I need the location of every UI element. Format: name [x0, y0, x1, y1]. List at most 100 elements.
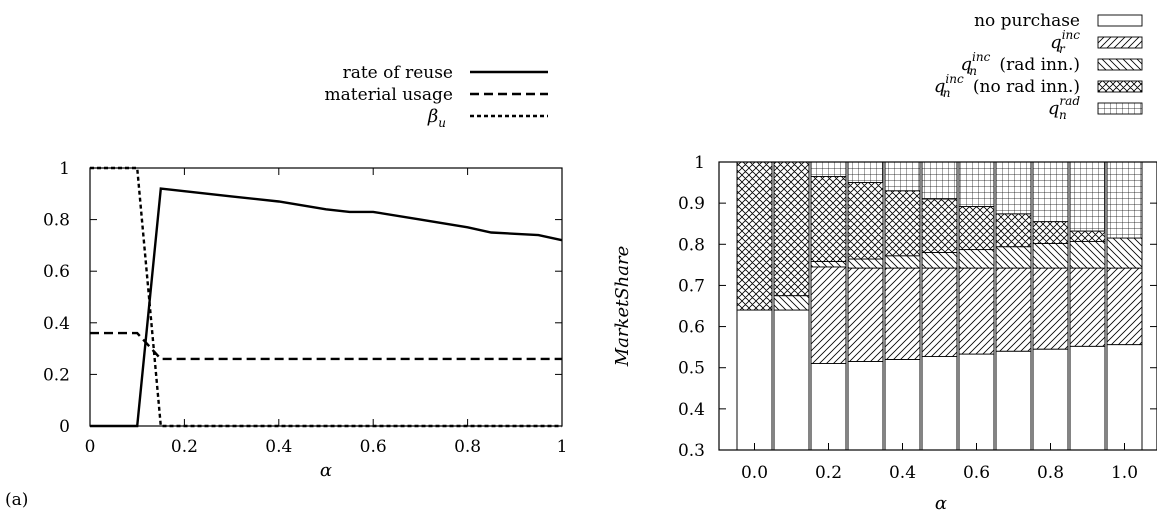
- bar-segment: [958, 206, 995, 251]
- y-tick-label: 0.3: [678, 441, 705, 461]
- bar-segment: [921, 252, 958, 269]
- legend-swatch: [1097, 36, 1143, 49]
- y-tick-label: 0.7: [678, 276, 705, 296]
- bar-segment: [958, 267, 995, 355]
- bar-segment: [995, 350, 1032, 451]
- bar-segment: [921, 198, 958, 253]
- bar-segment: [958, 161, 995, 207]
- bar-segment: [810, 363, 847, 451]
- bar-segment: [736, 161, 773, 311]
- bar-segment: [995, 213, 1032, 248]
- y-tick-label: 0.8: [43, 211, 70, 231]
- bar-segment: [1069, 267, 1106, 347]
- bar-segment: [921, 356, 958, 451]
- bar-segment: [1106, 161, 1143, 239]
- bar-segment: [921, 161, 958, 200]
- legend-label: qrad n: [1048, 94, 1080, 122]
- y-tick-label: 0.4: [678, 400, 705, 420]
- legend-label: βu: [427, 106, 446, 130]
- x-tick-label: 0.6: [360, 437, 387, 457]
- x-tick-label: 0.6: [963, 463, 990, 483]
- legend-swatch: [1097, 80, 1143, 93]
- y-tick-label: 0.5: [678, 359, 705, 379]
- y-tick-label: 0.6: [43, 262, 70, 282]
- y-tick-label: 1: [694, 153, 705, 173]
- bar-segment: [1032, 221, 1069, 244]
- y-tick-label: 0.6: [678, 318, 705, 338]
- bar-segment: [884, 359, 921, 451]
- legend-label: rate of reuse: [343, 63, 453, 83]
- legend-label: qinc n (no rad inn.): [934, 72, 1080, 100]
- panel-label: (a): [5, 490, 28, 510]
- y-tick-label: 1: [59, 159, 70, 179]
- bar-segment: [810, 175, 847, 262]
- bar-segment: [810, 261, 847, 268]
- series-line-dashed: [90, 331, 562, 361]
- bar-segment: [810, 266, 847, 364]
- x-tick-label: 0.8: [454, 437, 481, 457]
- bar-segment: [1069, 345, 1106, 451]
- bar-segment: [884, 161, 921, 192]
- line-chart-x-axis-label: α: [320, 460, 332, 481]
- x-tick-label: 0.8: [1037, 463, 1064, 483]
- bar-segment: [921, 267, 958, 358]
- bar-segment: [1106, 267, 1143, 346]
- bar-chart-x-axis-label: α: [935, 493, 947, 514]
- legend-label: qinc n (rad inn.): [960, 50, 1080, 78]
- y-tick-label: 0.9: [678, 194, 705, 214]
- x-tick-label: 0.4: [889, 463, 916, 483]
- x-tick-label: 0: [85, 437, 96, 457]
- bar-chart-frame: [718, 161, 1157, 451]
- bar-segment: [847, 258, 884, 269]
- x-tick-label: 0.2: [815, 463, 842, 483]
- legend-label: material usage: [325, 85, 453, 105]
- bar-segment: [1032, 161, 1069, 223]
- bar-chart-y-axis-label: MarketShare: [612, 246, 633, 367]
- bar-chart-axes: 0.3 0.4 0.5 0.6 0.7 0.8 0.9 1 0.0 0.2 0.4 0.6 0.8 1.0: [678, 153, 1157, 483]
- bar-segment: [810, 161, 847, 177]
- legend-swatch: [1097, 102, 1143, 115]
- y-tick-label: 0.2: [43, 365, 70, 385]
- legend-swatch: [1097, 14, 1143, 27]
- bar-segment: [1032, 348, 1069, 451]
- bar-segment: [958, 249, 995, 269]
- y-tick-label: 0: [59, 417, 70, 437]
- series-line-dotted: [90, 166, 562, 428]
- bar-segment: [773, 161, 810, 297]
- bar-chart-plot-area: [736, 161, 1143, 451]
- legend-label: qinc r: [1050, 28, 1080, 56]
- x-tick-label: 0.4: [265, 437, 292, 457]
- series-line-solid: [90, 187, 563, 428]
- legend-swatch: [1097, 58, 1143, 71]
- bar-segment: [958, 353, 995, 451]
- bar-segment: [1032, 267, 1069, 350]
- bar-segment: [995, 161, 1032, 215]
- bar-segment: [995, 267, 1032, 352]
- bar-segment: [1032, 243, 1069, 269]
- bar-segment: [847, 161, 884, 183]
- bar-segment: [847, 267, 884, 362]
- bar-segment: [773, 309, 810, 451]
- line-chart-plot-area: [90, 166, 563, 428]
- bar-segment: [995, 246, 1032, 269]
- legend-label: no purchase: [974, 11, 1080, 31]
- bar-segment: [1069, 161, 1106, 232]
- bar-segment: [1106, 237, 1143, 269]
- x-tick-label: 1: [557, 437, 568, 457]
- x-tick-label: 0.0: [741, 463, 768, 483]
- bar-segment: [736, 309, 773, 451]
- bar-segment: [847, 361, 884, 451]
- y-tick-label: 0.8: [678, 235, 705, 255]
- bar-segment: [1069, 241, 1106, 269]
- bar-segment: [773, 295, 810, 311]
- bar-segment: [884, 190, 921, 257]
- y-tick-label: 0.4: [43, 314, 70, 334]
- bar-segment: [1106, 344, 1143, 451]
- x-tick-label: 0.2: [171, 437, 198, 457]
- bar-segment: [847, 182, 884, 260]
